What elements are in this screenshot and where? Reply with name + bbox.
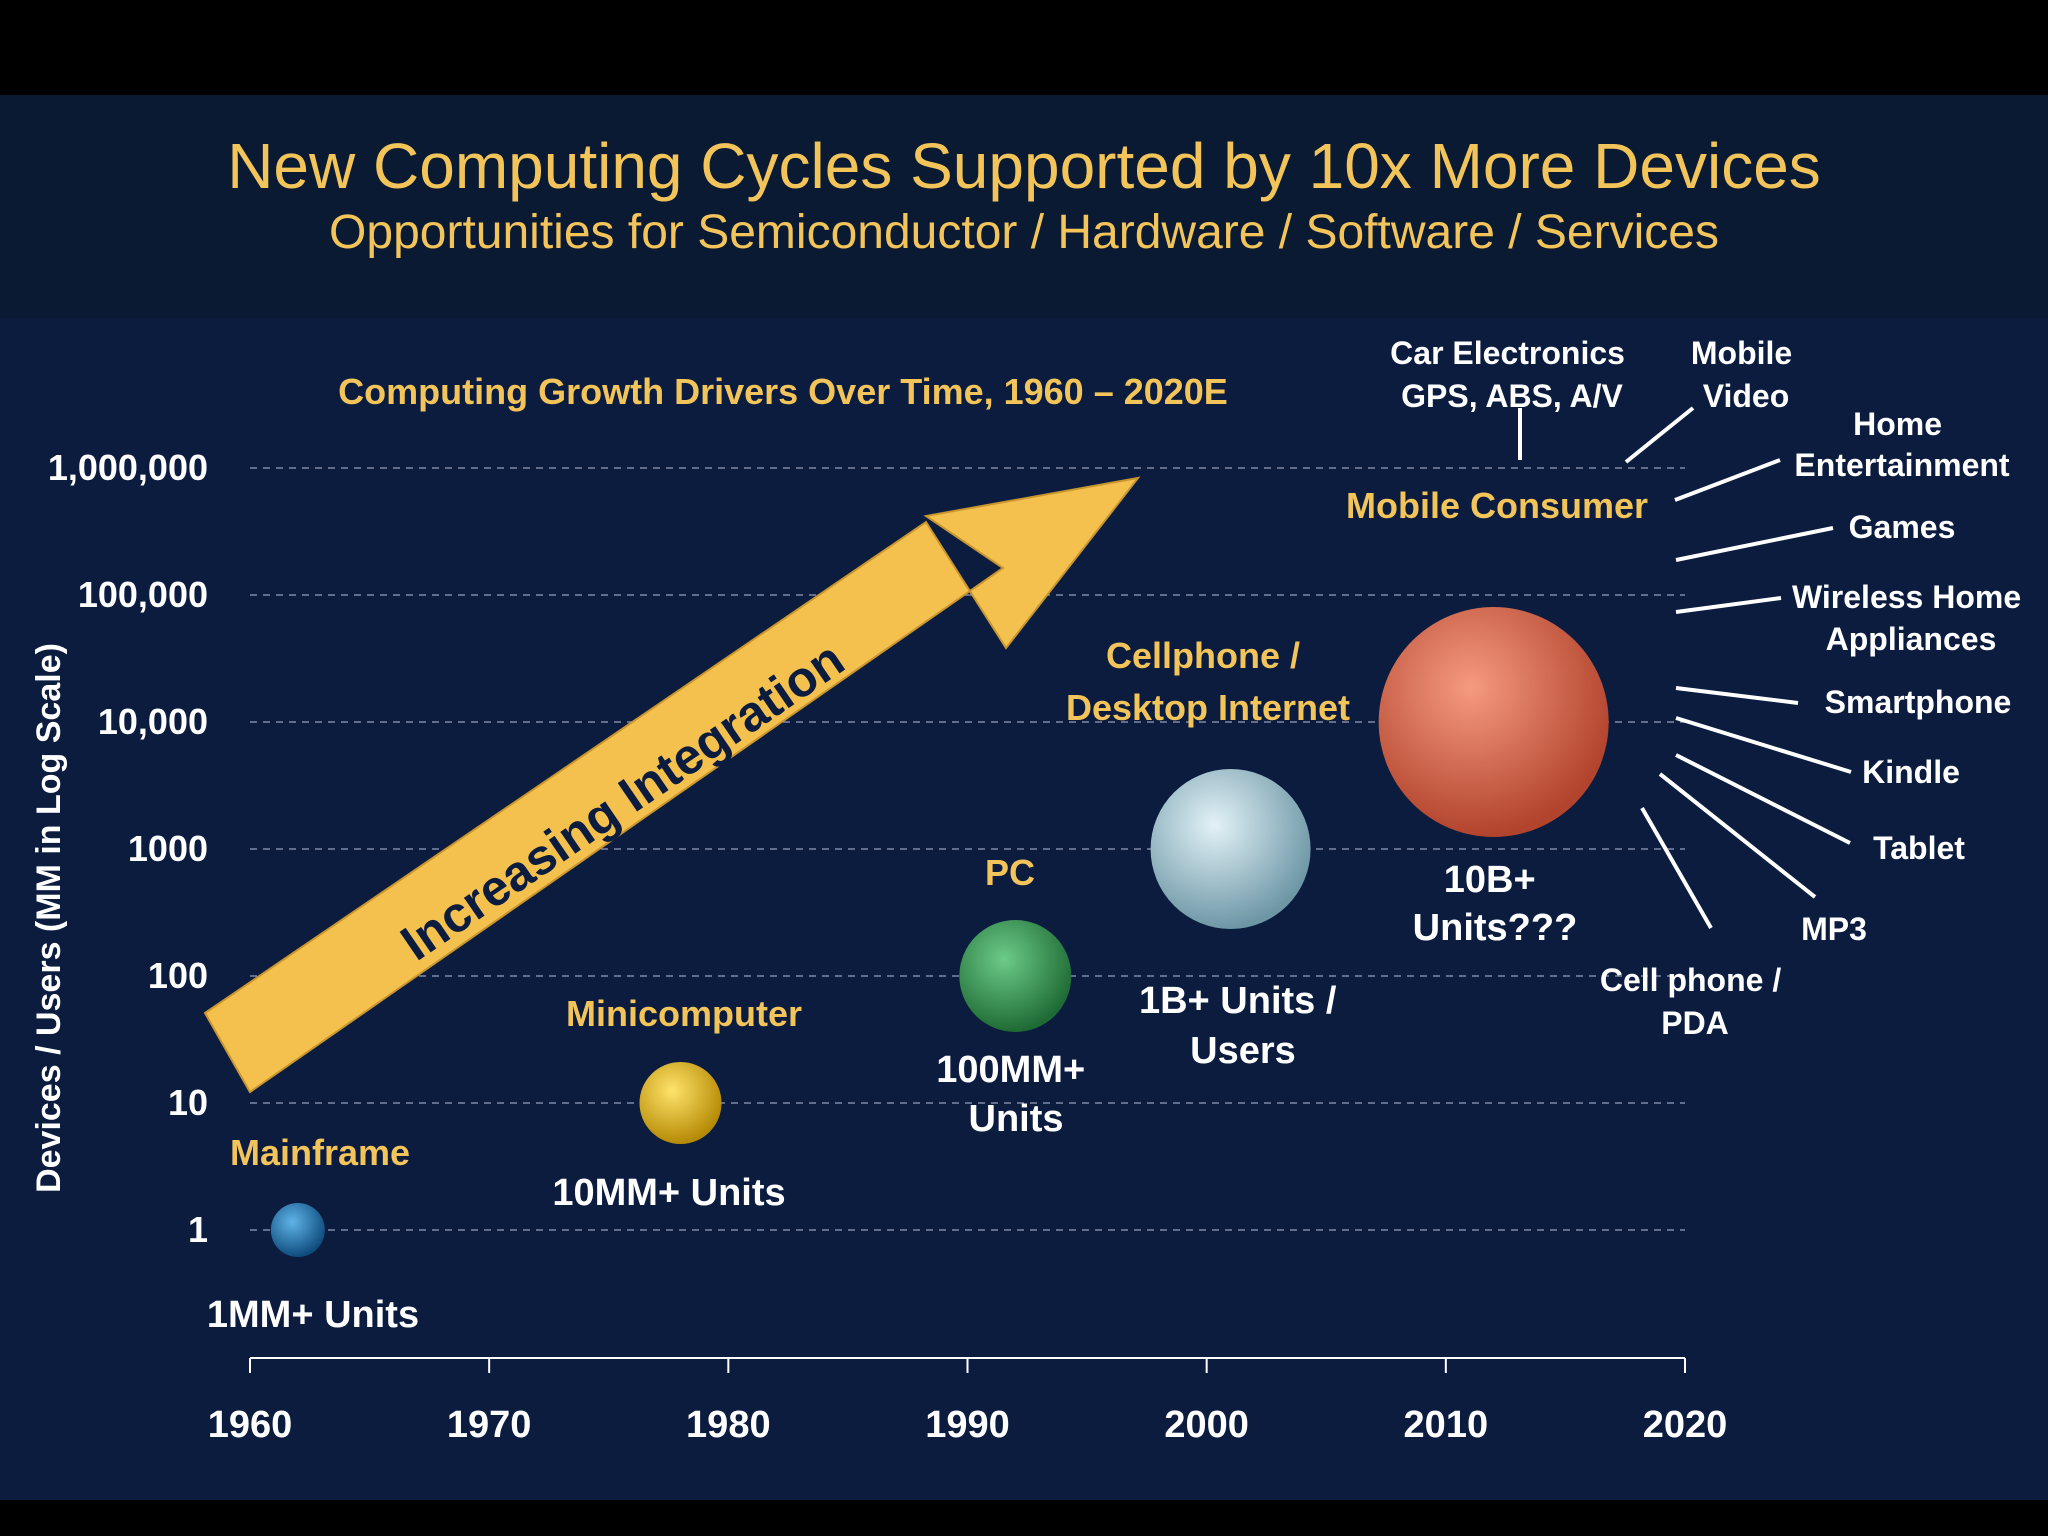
bubble-minicomputer xyxy=(639,1062,722,1144)
units-cellphone-internet: 1B+ Units / Users xyxy=(1139,980,1347,1072)
y-tick-6: 1,000,000 xyxy=(48,447,208,488)
y-tick-2: 100 xyxy=(148,955,208,996)
callout-line-mp3 xyxy=(1658,772,1817,899)
slide-header xyxy=(0,95,2048,318)
x-tick-5: 2010 xyxy=(1404,1404,1489,1446)
bubble-mainframe xyxy=(270,1203,325,1257)
units-mainframe: 1MM+ Units xyxy=(207,1294,419,1336)
device-labels: Car Electronics GPS, ABS, A/V Mobile Vid… xyxy=(1390,335,2030,1041)
x-tick-6: 2020 xyxy=(1643,1404,1728,1446)
trend-arrow-shape xyxy=(203,476,1141,1094)
callout-line-mobile-video xyxy=(1624,406,1695,464)
letterbox-bottom xyxy=(0,1500,2048,1536)
y-axis-label: Devices / Users (MM in Log Scale) xyxy=(30,643,68,1193)
device-tablet: Tablet xyxy=(1873,830,1965,866)
device-smartphone: Smartphone xyxy=(1825,684,2012,720)
letterbox-top xyxy=(0,0,2048,95)
y-tick-0: 1 xyxy=(188,1209,208,1250)
units-minicomputer: 10MM+ Units xyxy=(552,1172,785,1214)
callout-line-smartphone xyxy=(1675,686,1799,705)
device-home-entertainment: Home Entertainment xyxy=(1794,406,2009,483)
device-mobile-video: Mobile Video xyxy=(1691,335,1801,414)
device-mp3: MP3 xyxy=(1801,911,1867,947)
device-wireless-home: Wireless Home Appliances xyxy=(1792,579,2030,657)
label-mobile-consumer: Mobile Consumer xyxy=(1346,485,1648,526)
device-kindle: Kindle xyxy=(1862,754,1960,790)
x-tick-1: 1970 xyxy=(447,1404,532,1446)
bubble-mobile-consumer xyxy=(1378,607,1609,837)
bubble-pc xyxy=(959,920,1072,1032)
device-car-electronics: Car Electronics GPS, ABS, A/V xyxy=(1390,335,1634,414)
callout-line-home-entertainment xyxy=(1674,458,1781,502)
y-tick-3: 1000 xyxy=(128,828,208,869)
bubble-series xyxy=(270,607,1609,1257)
device-games: Games xyxy=(1849,509,1956,545)
trend-arrow-label: Increasing Integration xyxy=(391,631,854,972)
x-tick-4: 2000 xyxy=(1164,1404,1249,1446)
device-cell-phone-pda: Cell phone / PDA xyxy=(1600,962,1790,1041)
y-tick-1: 10 xyxy=(168,1082,208,1123)
slide-title: New Computing Cycles Supported by 10x Mo… xyxy=(227,130,1821,202)
label-minicomputer: Minicomputer xyxy=(566,993,802,1034)
x-tick-3: 1990 xyxy=(925,1404,1010,1446)
y-tick-labels: 1 10 100 1000 10,000 100,000 1,000,000 xyxy=(48,447,208,1250)
callout-line-kindle xyxy=(1675,716,1852,774)
callout-line-cell-phone-pda xyxy=(1640,807,1713,929)
label-mainframe: Mainframe xyxy=(230,1132,410,1173)
y-tick-4: 10,000 xyxy=(98,701,208,742)
bubble-cellphone-internet xyxy=(1150,769,1311,929)
callout-line-games xyxy=(1675,526,1834,562)
callout-line-wireless-home xyxy=(1675,596,1782,614)
label-pc: PC xyxy=(985,852,1035,893)
slide-subtitle: Opportunities for Semiconductor / Hardwa… xyxy=(329,206,1719,259)
units-pc: 100MM+ Units xyxy=(936,1049,1095,1140)
y-tick-5: 100,000 xyxy=(78,574,208,615)
device-callout-lines xyxy=(1518,406,1852,929)
x-tick-0: 1960 xyxy=(208,1404,293,1446)
label-cellphone-internet: Cellphone / Desktop Internet xyxy=(1066,635,1350,728)
x-tick-2: 1980 xyxy=(686,1404,771,1446)
units-mobile-consumer: 10B+ Units??? xyxy=(1413,859,1578,949)
callout-line-tablet xyxy=(1675,753,1851,845)
x-tick-labels: 1960 1970 1980 1990 2000 2010 2020 xyxy=(208,1358,1728,1446)
chart-title: Computing Growth Drivers Over Time, 1960… xyxy=(338,371,1228,412)
